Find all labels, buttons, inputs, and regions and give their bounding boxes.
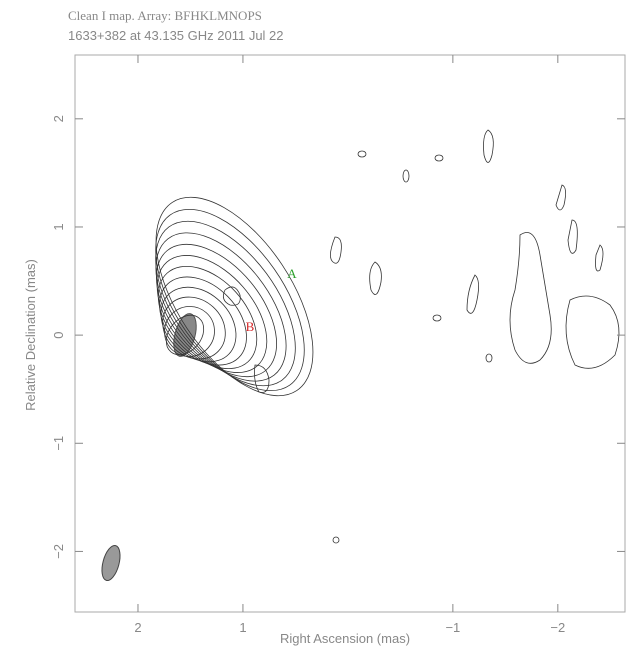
contour	[433, 315, 441, 321]
contour	[484, 130, 494, 163]
contour	[358, 151, 366, 157]
contour	[330, 237, 341, 263]
contour	[125, 171, 345, 422]
contour	[596, 245, 604, 271]
chart: Clean I map. Array: BFHKLMNOPS 1633+382 …	[0, 0, 642, 650]
contours	[99, 130, 619, 582]
x-tick-label: −1	[445, 620, 460, 635]
plot-frame	[75, 55, 625, 612]
title: Clean I map. Array: BFHKLMNOPS	[68, 8, 262, 23]
contour	[467, 275, 479, 313]
y-tick-label: 1	[51, 223, 66, 230]
contour	[333, 537, 339, 543]
y-tick-label: −2	[51, 544, 66, 559]
contour	[435, 155, 443, 161]
beam	[99, 544, 124, 583]
x-tick-label: 2	[134, 620, 141, 635]
contour	[126, 184, 334, 416]
x-axis-label: Right Ascension (mas)	[280, 631, 410, 646]
contour	[486, 354, 492, 362]
contour	[556, 185, 566, 210]
annotation: A	[287, 266, 297, 281]
contour	[568, 220, 577, 253]
subtitle: 1633+382 at 43.135 GHz 2011 Jul 22	[68, 28, 284, 43]
contour	[130, 210, 311, 405]
y-tick-label: 0	[51, 332, 66, 339]
y-axis-label: Relative Declination (mas)	[23, 259, 38, 411]
annotation: B	[246, 319, 255, 334]
y-tick-label: −1	[51, 436, 66, 451]
x-tick-label: −2	[550, 620, 565, 635]
contour	[566, 296, 619, 368]
contour	[403, 170, 409, 182]
contour	[510, 233, 551, 364]
contour	[223, 287, 240, 305]
contour	[370, 262, 382, 295]
y-tick-label: 2	[51, 115, 66, 122]
x-tick-label: 1	[239, 620, 246, 635]
